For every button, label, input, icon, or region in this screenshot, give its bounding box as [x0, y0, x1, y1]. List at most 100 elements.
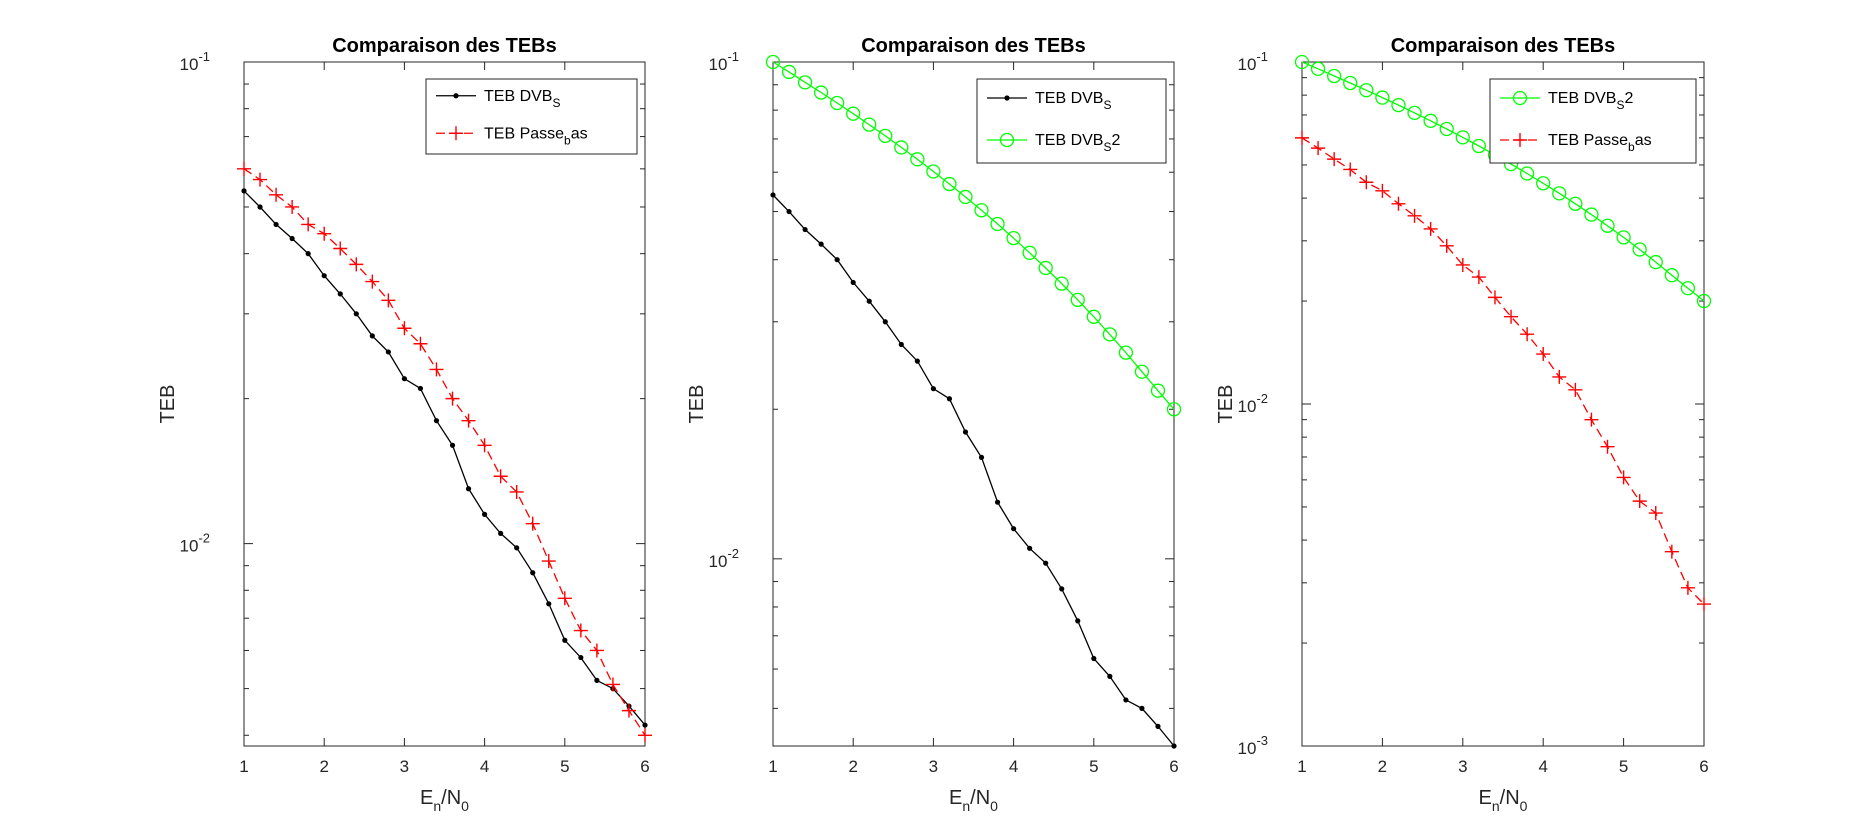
data-point	[958, 189, 973, 205]
data-point	[770, 192, 776, 198]
series-2	[765, 54, 1182, 417]
data-point	[1600, 218, 1615, 233]
plot-area	[244, 62, 645, 746]
series-2	[237, 161, 652, 743]
x-tick-label: 5	[1619, 757, 1628, 776]
data-point	[1022, 245, 1037, 260]
y-axis-label: TEB	[1215, 385, 1237, 424]
data-point	[642, 722, 648, 728]
data-point	[1680, 580, 1695, 595]
y-axis-label: TEB	[157, 385, 179, 424]
data-point	[477, 438, 492, 453]
data-point	[285, 199, 300, 214]
data-point	[1536, 347, 1551, 362]
data-point	[594, 677, 600, 683]
data-point	[445, 391, 460, 406]
data-point	[1311, 141, 1326, 156]
data-point	[1343, 75, 1358, 91]
legend-label: TEB Passebas	[1548, 132, 1652, 154]
series-line	[772, 194, 1175, 747]
plot-area	[773, 62, 1174, 746]
data-point	[1166, 402, 1182, 417]
data-point	[1375, 90, 1390, 105]
data-point	[498, 530, 504, 537]
data-point	[1139, 705, 1145, 711]
data-point	[781, 64, 797, 80]
legend-marker	[453, 93, 459, 99]
data-point	[1471, 270, 1486, 285]
series-1	[241, 188, 648, 728]
data-point	[1011, 526, 1017, 532]
data-point	[1552, 186, 1567, 201]
x-tick-label: 5	[1089, 757, 1098, 776]
data-point	[1584, 207, 1599, 222]
data-point	[401, 376, 407, 382]
data-point	[465, 486, 472, 492]
data-point	[1487, 290, 1502, 305]
legend-marker	[1513, 133, 1527, 147]
data-point	[1107, 673, 1113, 679]
data-point	[978, 454, 985, 461]
series-line	[772, 61, 1175, 410]
data-point	[305, 251, 311, 257]
data-point	[1327, 152, 1342, 167]
axes-box	[772, 61, 1175, 747]
data-point	[990, 216, 1005, 232]
data-point	[813, 85, 829, 100]
x-tick-label: 2	[1378, 757, 1387, 776]
data-point	[321, 273, 327, 279]
data-point	[269, 187, 284, 202]
axes-box	[243, 61, 646, 747]
data-point	[1054, 276, 1069, 291]
data-point	[1043, 560, 1049, 566]
data-point	[1075, 618, 1081, 624]
data-point	[802, 226, 808, 233]
legend: TEB DVBS2 TEB Passebas	[1489, 78, 1697, 164]
data-point	[1455, 130, 1470, 145]
data-point	[1664, 268, 1679, 283]
legend-label: TEB Passebas	[484, 125, 588, 147]
y-tick-label: 10-1	[180, 49, 210, 74]
data-point	[1310, 61, 1326, 76]
data-point	[834, 257, 840, 263]
data-point	[1520, 327, 1535, 342]
data-point	[1439, 238, 1454, 253]
data-point	[1632, 494, 1647, 509]
data-point	[237, 161, 251, 176]
data-point	[397, 321, 412, 336]
data-point	[273, 221, 279, 228]
legend-marker	[449, 126, 463, 141]
data-point	[449, 442, 456, 448]
data-point	[429, 362, 444, 377]
data-point	[1070, 292, 1085, 308]
series-line	[243, 168, 646, 736]
data-point	[1171, 743, 1177, 749]
data-point	[898, 341, 904, 348]
chart-panel-1: 1 2 3 4 5 6 10-1 10-2 Comparaison des TEBs En/N0 T…	[157, 35, 652, 814]
data-point	[882, 319, 888, 325]
data-point	[317, 226, 332, 241]
data-point	[605, 677, 620, 692]
data-point	[333, 241, 348, 256]
panels: 1 2 3 4 5 6 10-1 10-2 Comparaison des TEBs En/N0 T…	[157, 35, 1712, 814]
data-point	[1423, 113, 1438, 128]
chart-panel-2: 1 2 3 4 5 6 10-1 10-2 Comparaison des TEBs En/N0 T…	[686, 35, 1182, 814]
data-point	[1375, 183, 1390, 198]
data-point	[1584, 412, 1599, 427]
x-tick-label: 6	[1699, 757, 1708, 776]
data-point	[433, 418, 440, 424]
x-tick-label: 6	[640, 757, 649, 776]
data-point	[818, 241, 824, 247]
data-point	[365, 274, 380, 289]
data-point	[1439, 121, 1454, 137]
data-point	[1696, 293, 1712, 309]
data-point	[1552, 369, 1567, 384]
data-point	[994, 499, 1001, 505]
data-point	[381, 293, 396, 308]
data-point	[1295, 130, 1309, 145]
legend-box	[976, 78, 1167, 164]
data-point	[353, 311, 359, 317]
data-point	[257, 204, 263, 210]
data-point	[1118, 345, 1134, 360]
